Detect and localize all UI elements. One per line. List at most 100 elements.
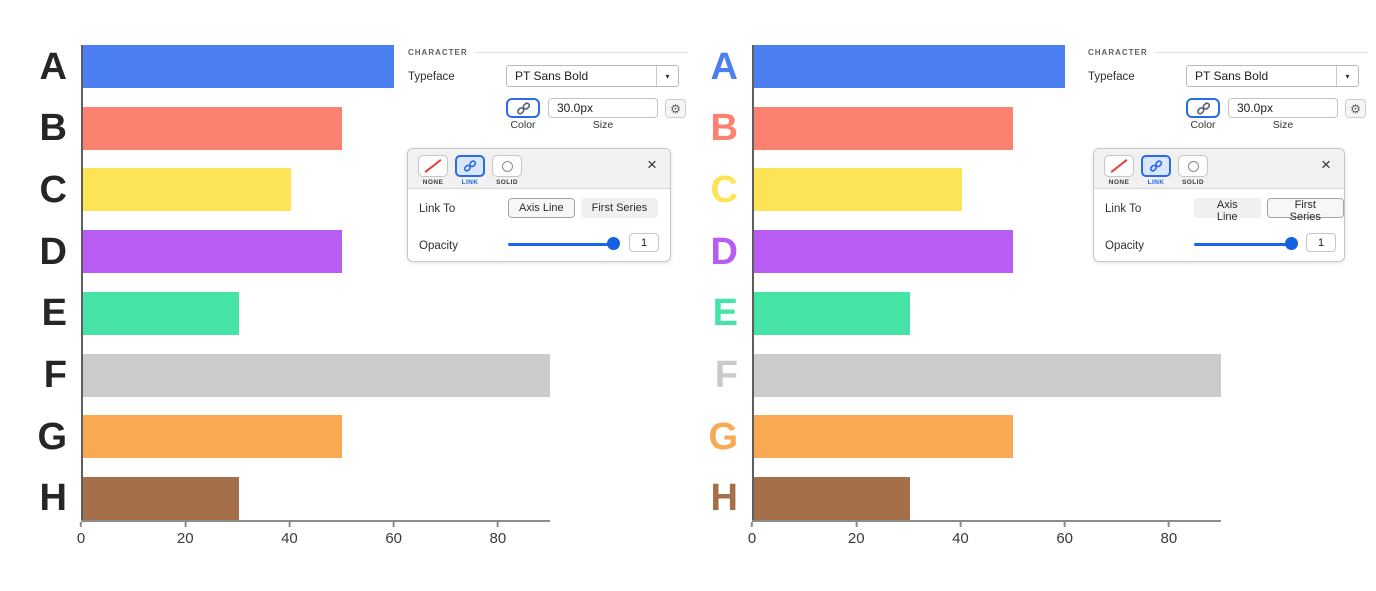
opacity-input[interactable]: [629, 233, 659, 252]
chart-row-A: A: [40, 45, 550, 88]
mode-link-label: LINK: [1147, 179, 1165, 186]
slider-track: [508, 243, 615, 246]
x-tick-label: 20: [847, 530, 865, 547]
category-label-G[interactable]: G: [37, 415, 67, 458]
first-series-button[interactable]: First Series: [1266, 198, 1344, 223]
bar-F[interactable]: [754, 353, 1221, 397]
opacity-slider[interactable]: [508, 237, 620, 251]
category-label-A[interactable]: A: [710, 45, 738, 88]
category-label-A[interactable]: A: [39, 45, 67, 88]
x-tick-20: 20: [848, 522, 865, 547]
character-section-title: CHARACTER: [408, 48, 468, 57]
close-icon[interactable]: ×: [644, 156, 660, 173]
typeface-dropdown[interactable]: PT Sans Bold ▾: [1186, 65, 1359, 87]
x-tick-label: 20: [176, 530, 194, 547]
slider-knob[interactable]: [607, 237, 620, 250]
category-label-F[interactable]: F: [43, 354, 67, 397]
x-tick-label: 60: [385, 530, 402, 547]
bar-H[interactable]: [83, 476, 239, 520]
category-label-B[interactable]: B: [39, 107, 67, 150]
chevron-down-icon[interactable]: ▾: [1336, 66, 1358, 86]
x-tick-label: 80: [489, 530, 507, 547]
x-tick-80: 80: [1160, 522, 1178, 547]
mode-solid-button[interactable]: [492, 155, 522, 177]
x-tick-60: 60: [1056, 522, 1073, 547]
first-series-button[interactable]: First Series: [580, 198, 659, 218]
tick-mark: [855, 522, 858, 527]
category-label-H[interactable]: H: [710, 477, 738, 520]
font-size-input[interactable]: [548, 98, 658, 118]
bar-G[interactable]: [83, 415, 343, 459]
x-tick-60: 60: [385, 522, 402, 547]
size-settings-button[interactable]: ⚙: [665, 99, 686, 118]
tick-mark: [392, 522, 395, 527]
bar-G[interactable]: [754, 415, 1014, 459]
x-tick-label: 80: [1160, 530, 1178, 547]
link-to-label: Link To: [419, 203, 456, 215]
bar-H[interactable]: [754, 476, 910, 520]
slider-knob[interactable]: [1285, 237, 1298, 250]
category-label-C[interactable]: C: [710, 168, 738, 211]
bar-A[interactable]: [83, 45, 395, 88]
x-tick-label: 40: [952, 530, 969, 547]
chart-row-E: E: [713, 291, 1221, 335]
popup-mode-strip: NONE LINK SOLID ×: [408, 149, 670, 189]
link-icon: [516, 101, 530, 115]
color-link-button[interactable]: [1186, 98, 1220, 118]
circle-icon: [1187, 160, 1199, 172]
axis-line-button[interactable]: Axis Line: [508, 198, 575, 218]
bar-C[interactable]: [83, 168, 291, 212]
link-icon: [1149, 160, 1163, 172]
bar-C[interactable]: [754, 168, 962, 212]
tick-mark: [496, 522, 499, 527]
bar-F[interactable]: [83, 353, 550, 397]
category-label-E[interactable]: E: [41, 292, 67, 335]
mode-solid-label: SOLID: [1182, 179, 1204, 186]
character-section-header: CHARACTER: [408, 48, 688, 57]
chevron-down-icon[interactable]: ▾: [656, 66, 678, 86]
link-to-label: Link To: [1105, 203, 1142, 215]
category-label-F[interactable]: F: [714, 354, 738, 397]
axis-line-button[interactable]: Axis Line: [1194, 198, 1261, 223]
opacity-slider[interactable]: [1194, 237, 1298, 251]
tick-mark: [751, 522, 753, 527]
mode-link-button[interactable]: [455, 155, 485, 177]
bar-D[interactable]: [754, 230, 1014, 274]
category-label-H[interactable]: H: [39, 477, 67, 520]
category-label-D[interactable]: D: [39, 230, 67, 273]
category-label-B[interactable]: B: [710, 107, 738, 150]
tick-mark: [1063, 522, 1066, 527]
x-axis: 0 20 40 60 80: [77, 520, 550, 554]
opacity-input[interactable]: [1306, 233, 1336, 252]
section-rule: [1155, 52, 1368, 53]
category-label-E[interactable]: E: [712, 292, 738, 335]
close-icon[interactable]: ×: [1318, 156, 1334, 173]
opacity-label: Opacity: [419, 240, 458, 252]
x-tick-label: 0: [76, 530, 86, 547]
mode-solid-button[interactable]: [1178, 155, 1208, 177]
bar-E[interactable]: [754, 291, 910, 335]
category-label-C[interactable]: C: [39, 168, 67, 211]
bar-A[interactable]: [754, 45, 1066, 88]
mode-solid: SOLID: [492, 155, 522, 186]
category-label-D[interactable]: D: [710, 230, 738, 273]
bar-D[interactable]: [83, 230, 343, 274]
x-tick-label: 0: [747, 530, 757, 547]
typeface-dropdown[interactable]: PT Sans Bold ▾: [506, 65, 679, 87]
bar-B[interactable]: [754, 106, 1014, 150]
color-link-button[interactable]: [506, 98, 540, 118]
character-section-title: CHARACTER: [1088, 48, 1148, 57]
font-size-input[interactable]: [1228, 98, 1338, 118]
bar-E[interactable]: [83, 291, 239, 335]
category-label-G[interactable]: G: [708, 415, 738, 458]
mode-none-button[interactable]: [1104, 155, 1134, 177]
x-tick-0: 0: [748, 522, 756, 547]
link-icon: [463, 160, 477, 172]
bar-B[interactable]: [83, 106, 343, 150]
chart-row-C: C: [711, 168, 1221, 212]
size-settings-button[interactable]: ⚙: [1345, 99, 1366, 118]
mode-none-button[interactable]: [418, 155, 448, 177]
mode-link-button[interactable]: [1141, 155, 1171, 177]
link-icon: [1196, 101, 1210, 115]
